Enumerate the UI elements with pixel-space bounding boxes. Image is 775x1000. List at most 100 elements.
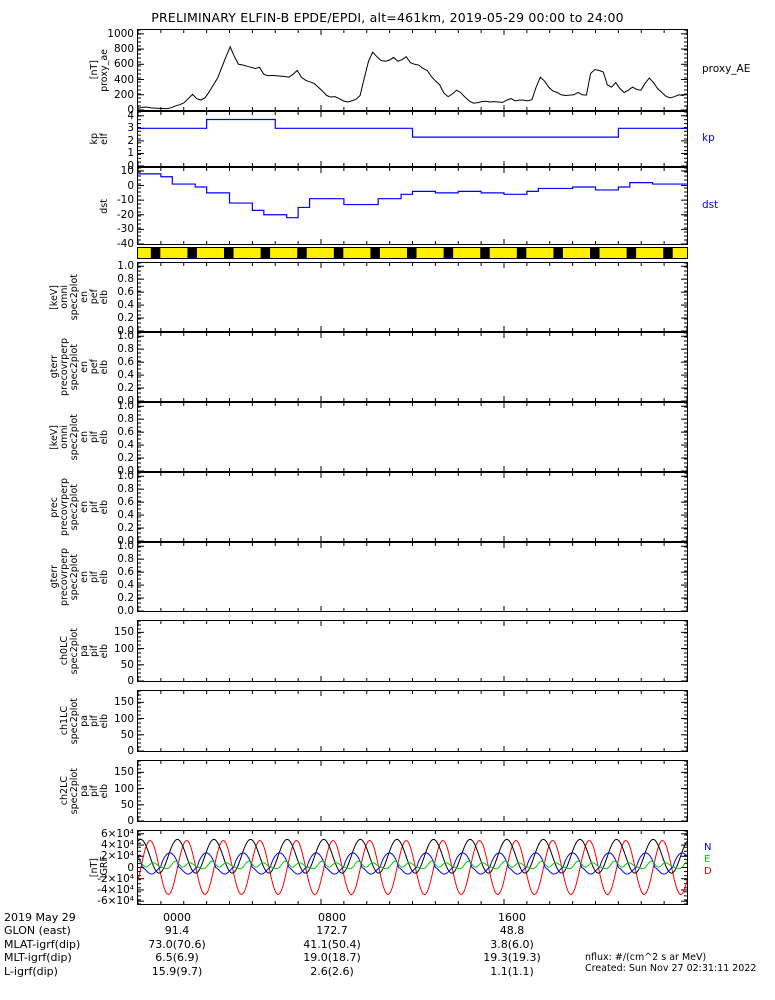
ylabel-line: [keV]	[49, 284, 60, 310]
ylabel-line: pef	[89, 359, 100, 375]
ylabel-line: pif	[89, 570, 100, 583]
ylabel-elb-pif-en-precovrperp-gterr: elb pif en spec2plot precovrperp gterr	[49, 542, 110, 612]
ytick-label-elb-pif-pa-ch1lc-3: 150	[113, 696, 134, 709]
ylabel-line: spec2plot	[69, 767, 80, 815]
ytick-label-elb-pef-en-omni-4: 0.8	[117, 273, 134, 286]
ytick-label-elb-pif-pa-ch0lc-1: 50	[120, 658, 134, 671]
bottom-cell-glon: 48.8	[499, 924, 525, 938]
bottom-cell-l: 1.1(1.1)	[490, 964, 534, 978]
ylabel-line: ch0LC	[59, 636, 70, 666]
ylabel-line: IGRF	[99, 856, 110, 879]
ytick-label-elb-pif-en-omni-2: 0.4	[117, 439, 134, 452]
panel-elb-pif-pa-ch2lc	[137, 760, 688, 822]
panel-elb-pef-en-precovrperp-gterr	[137, 332, 688, 402]
ylabel-line: kp	[89, 133, 100, 145]
ylabel-line: omni	[59, 425, 70, 449]
bottom-cell-mlat: 73.0(70.6)	[148, 937, 206, 951]
panel-proxy-ae	[137, 29, 688, 111]
footer-created: Created: Sun Nov 27 02:31:11 2022	[585, 963, 757, 974]
ytick-label-elb-pif-pa-ch2lc-0: 0	[127, 815, 134, 827]
ylabel-line: spec2plot	[69, 343, 80, 391]
ylabel-line: elb	[99, 499, 110, 515]
ytick-label-igrf-6: -6×10⁴	[97, 895, 134, 908]
ylabel-elb-pif-en-omni: elb pif en spec2plot omni [keV]	[49, 402, 110, 472]
ytick-label-elb-pef-en-precovrperp-gterr-5: 1.0	[117, 330, 134, 343]
bottom-row-label: L-igrf(dip)	[4, 964, 58, 978]
ylabel-elb-pef-en-precovrperp-gterr: elb pef en spec2plot precovrperp gterr	[49, 332, 110, 402]
bottom-cell-glon: 172.7	[316, 924, 348, 938]
ytick-label-elb-pif-en-precovrperp-gterr-1: 0.2	[117, 592, 134, 605]
ylabel-line: elb	[99, 429, 110, 445]
ytick-label-proxy-ae-4: 800	[113, 43, 134, 56]
bottom-cell-l: 15.9(9.7)	[151, 964, 203, 978]
ylabel-line: pif	[89, 430, 100, 443]
ylabel-line: prec	[49, 496, 60, 518]
bottom-cell-time: 1600	[498, 911, 526, 924]
ylabel-line: [nT]	[89, 60, 100, 80]
ylabel-elb-pef-en-omni: elb pef en spec2plot omni [keV]	[49, 262, 110, 332]
ylabel-line: precovrperp	[59, 338, 70, 396]
ylabel-line: spec2plot	[69, 553, 80, 601]
ytick-label-dst-0: 10	[120, 164, 134, 177]
ytick-label-elb-pif-en-omni-0: 0.0	[117, 465, 134, 477]
ytick-label-elb-pif-pa-ch2lc-1: 50	[120, 798, 134, 811]
ytick-label-elb-pif-en-precovrperp-prec-2: 0.4	[117, 509, 134, 522]
ylabel-elb-pif-pa-ch1lc: elb pif pa spec2plot ch1LC	[59, 690, 110, 752]
ytick-label-dst-5: -40	[116, 238, 134, 250]
ytick-label-elb-pif-en-omni-5: 1.0	[117, 400, 134, 413]
ytick-label-elb-pif-en-precovrperp-gterr-2: 0.4	[117, 579, 134, 592]
ytick-label-elb-pef-en-precovrperp-gterr-0: 0.0	[117, 395, 134, 407]
ytick-label-elb-pif-pa-ch1lc-0: 0	[127, 745, 134, 757]
panel-elb-pif-en-precovrperp-prec	[137, 472, 688, 542]
ytick-label-elb-pif-en-precovrperp-prec-3: 0.6	[117, 496, 134, 509]
ytick-label-elb-pif-en-precovrperp-gterr-3: 0.6	[117, 566, 134, 579]
ytick-label-kp-0: 0	[127, 160, 134, 172]
ytick-label-proxy-ae-0: 0	[127, 104, 134, 116]
ytick-label-elb-pif-pa-ch0lc-3: 150	[113, 626, 134, 639]
ylabel-line: precovrperp	[59, 548, 70, 606]
ylabel-line: pa	[79, 715, 90, 727]
ylabel-line: proxy_ae	[99, 48, 110, 92]
bottom-cell-mlt: 19.3(19.3)	[483, 951, 541, 965]
ytick-label-elb-pef-en-omni-3: 0.6	[117, 286, 134, 299]
bottom-cell-mlat: 3.8(6.0)	[490, 937, 534, 951]
ylabel-elb-pif-pa-ch0lc: elb pif pa spec2plot ch0LC	[59, 620, 110, 682]
ylabel-line: pif	[89, 644, 100, 657]
ylabel-line: en	[79, 571, 90, 583]
ytick-label-kp-4: 4	[127, 109, 134, 122]
footer-units: nflux: #/(cm^2 s ar MeV)	[585, 952, 707, 963]
ylabel-line: omni	[59, 285, 70, 309]
bottom-row-label: 2019 May 29	[4, 911, 76, 924]
bottom-cell-glon: 91.4	[164, 924, 190, 938]
ytick-label-elb-pif-pa-ch1lc-2: 100	[113, 712, 134, 725]
ytick-label-elb-pif-en-precovrperp-gterr-5: 1.0	[117, 540, 134, 553]
ylabel-line: elf	[99, 133, 110, 145]
ylabel-dst: dst	[99, 167, 110, 245]
ytick-label-elb-pef-en-precovrperp-gterr-3: 0.6	[117, 356, 134, 369]
legend-kp: kp	[702, 132, 715, 144]
igrf-legend-N: N	[704, 842, 712, 853]
ylabel-line: spec2plot	[69, 697, 80, 745]
ytick-label-elb-pif-en-omni-4: 0.8	[117, 413, 134, 426]
page-title: PRELIMINARY ELFIN-B EPDE/EPDI, alt=461km…	[151, 10, 624, 25]
ylabel-line: elb	[99, 359, 110, 375]
ylabel-elb-pif-pa-ch2lc: elb pif pa spec2plot ch2LC	[59, 760, 110, 822]
bottom-cell-time: 0800	[318, 911, 346, 924]
ytick-label-igrf-5: -4×10⁴	[97, 883, 134, 896]
ytick-label-igrf-4: -2×10⁴	[97, 872, 134, 885]
ytick-label-kp-1: 1	[127, 147, 134, 160]
bottom-cell-time: 0000	[163, 911, 191, 924]
ytick-label-elb-pif-pa-ch2lc-3: 150	[113, 766, 134, 779]
panel-igrf	[137, 830, 688, 905]
ylabel-line: elb	[99, 289, 110, 305]
bottom-cell-mlat: 41.1(50.4)	[303, 937, 361, 951]
panel-elb-pef-en-omni	[137, 262, 688, 332]
ytick-label-elb-pef-en-omni-5: 1.0	[117, 260, 134, 273]
ytick-label-elb-pef-en-omni-1: 0.2	[117, 312, 134, 325]
ytick-label-dst-3: -20	[116, 208, 134, 221]
ytick-label-igrf-3: 0	[127, 861, 134, 874]
bottom-row-label: MLT-igrf(dip)	[4, 951, 72, 965]
ytick-label-elb-pef-en-precovrperp-gterr-4: 0.8	[117, 343, 134, 356]
panel-elb-pif-pa-ch1lc	[137, 690, 688, 752]
ytick-label-proxy-ae-2: 400	[113, 73, 134, 86]
